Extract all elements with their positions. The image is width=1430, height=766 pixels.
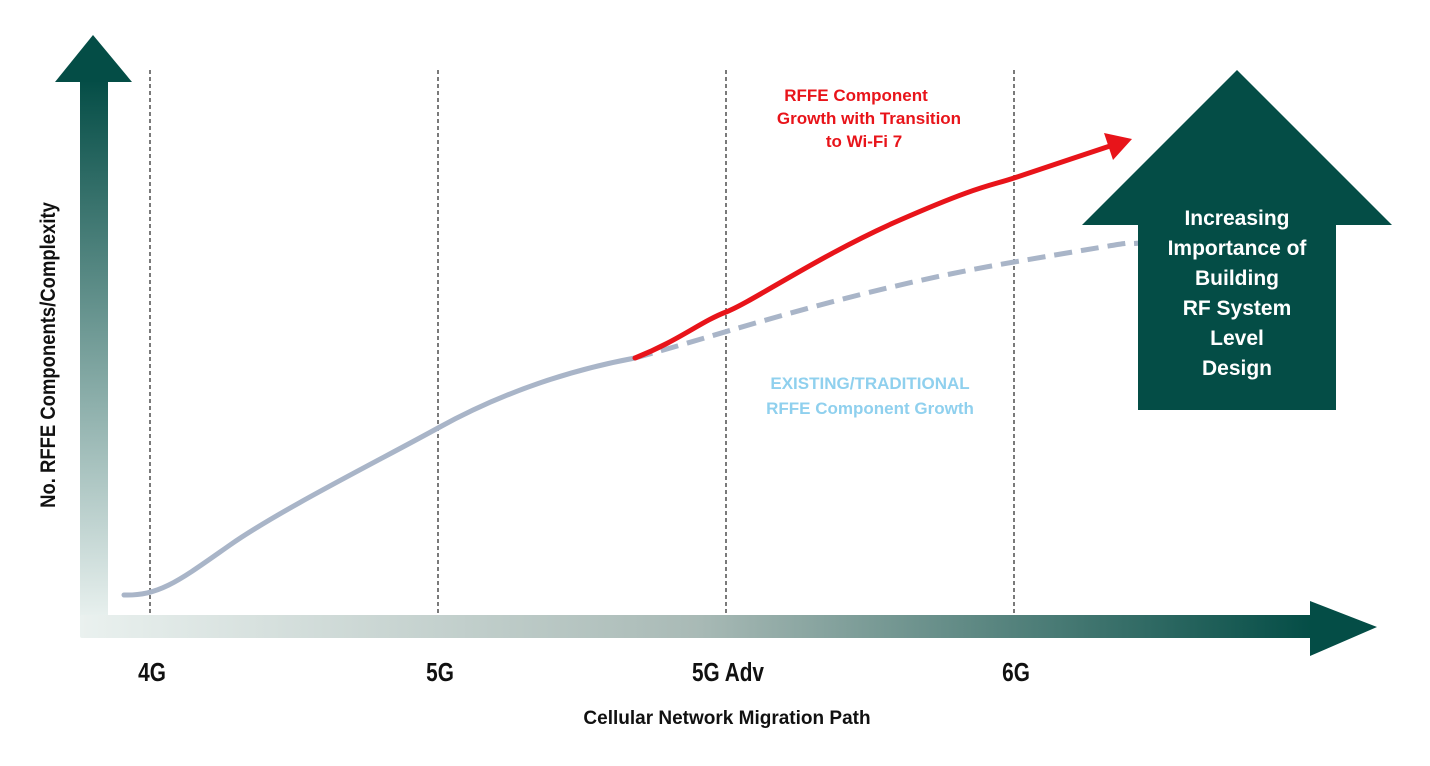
y-axis-title: No. RFFE Components/Complexity	[37, 202, 60, 508]
importance-line: Importance of	[1168, 237, 1308, 260]
importance-line: RF System	[1183, 297, 1292, 320]
importance-arrow-text: Increasing Importance of Building RF Sys…	[1168, 207, 1308, 380]
wifi7-label-line: Growth with Transition	[777, 109, 961, 128]
x-tick-label: 5G	[426, 658, 454, 687]
x-axis-title: Cellular Network Migration Path	[583, 708, 870, 729]
importance-line: Increasing	[1184, 207, 1289, 230]
x-tick-label: 5G Adv	[692, 658, 764, 687]
y-axis-arrow	[55, 35, 132, 620]
x-tick-labels: 4G 5G 5G Adv 6G	[138, 658, 1030, 687]
traditional-label-line: RFFE Component Growth	[766, 399, 974, 418]
traditional-label: EXISTING/TRADITIONAL RFFE Component Grow…	[766, 374, 974, 418]
x-tick-label: 4G	[138, 658, 166, 687]
wifi7-label: RFFE Component Growth with Transition to…	[777, 86, 961, 151]
x-axis-arrow	[80, 601, 1377, 656]
generation-dividers	[149, 70, 1015, 615]
traditional-label-line: EXISTING/TRADITIONAL	[770, 374, 969, 393]
importance-arrow	[1082, 70, 1392, 410]
wifi7-label-line: to Wi-Fi 7	[826, 132, 902, 151]
wifi7-growth-curve	[632, 143, 1113, 361]
traditional-growth-curve	[121, 355, 638, 598]
importance-line: Building	[1195, 267, 1279, 290]
importance-line: Level	[1210, 327, 1264, 350]
importance-line: Design	[1202, 357, 1272, 380]
x-tick-label: 6G	[1002, 658, 1030, 687]
wifi7-arrowhead	[1104, 133, 1132, 160]
traditional-growth-projection	[634, 240, 1141, 361]
wifi7-label-line: RFFE Component	[784, 86, 928, 105]
